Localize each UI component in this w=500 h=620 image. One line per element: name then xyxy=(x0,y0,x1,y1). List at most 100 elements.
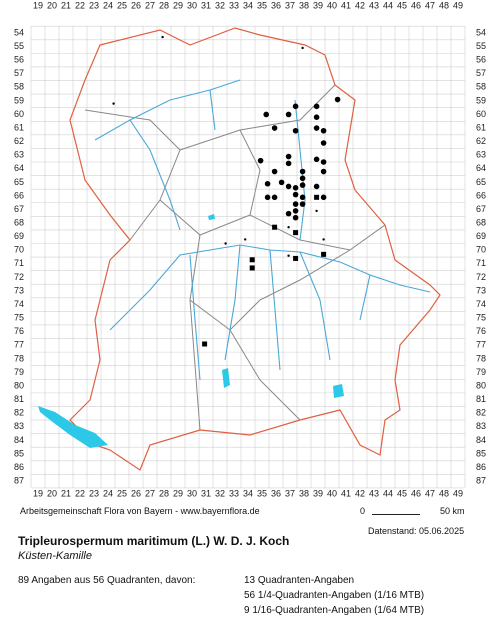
y-label-right: 65 xyxy=(476,177,486,187)
summary-quarter: 56 1/4-Quadranten-Angaben (1/16 MTB) xyxy=(244,590,425,601)
y-label-left: 80 xyxy=(14,380,24,390)
river xyxy=(94,79,431,381)
y-label-left: 70 xyxy=(14,245,24,255)
y-label-right: 66 xyxy=(476,190,486,200)
y-label-left: 77 xyxy=(14,340,24,350)
y-label-right: 58 xyxy=(476,82,486,92)
y-label-left: 63 xyxy=(14,150,24,160)
occurrence-circle xyxy=(313,183,320,190)
y-label-left: 87 xyxy=(14,476,24,486)
x-label-bottom: 35 xyxy=(257,488,267,498)
y-label-right: 57 xyxy=(476,68,486,78)
y-label-right: 85 xyxy=(476,448,486,458)
occurrence-square xyxy=(314,194,320,200)
y-label-right: 67 xyxy=(476,204,486,214)
y-label-left: 64 xyxy=(14,163,24,173)
x-label-top: 32 xyxy=(215,0,225,10)
y-label-left: 58 xyxy=(14,82,24,92)
summary-quadrants: 13 Quadranten-Angaben xyxy=(244,575,355,586)
occurrence-circle xyxy=(292,201,299,207)
x-label-bottom: 20 xyxy=(47,488,57,498)
occurrence-square xyxy=(249,257,255,263)
summary-sixteenth: 9 1/16-Quadranten-Angaben (1/64 MTB) xyxy=(244,605,425,616)
x-label-bottom: 22 xyxy=(75,488,85,498)
lake xyxy=(38,214,344,448)
occurrence-circle xyxy=(263,111,270,118)
x-label-bottom: 42 xyxy=(355,488,365,498)
y-label-left: 56 xyxy=(14,55,24,65)
x-label-bottom: 25 xyxy=(117,488,127,498)
x-label-bottom: 23 xyxy=(89,488,99,498)
y-label-right: 64 xyxy=(476,163,486,173)
x-label-top: 36 xyxy=(271,0,281,10)
y-label-right: 84 xyxy=(476,435,486,445)
summary-total: 89 Angaben aus 56 Quadranten, davon: xyxy=(18,575,196,586)
occurrence-square xyxy=(249,265,255,271)
y-label-left: 69 xyxy=(14,231,24,241)
x-label-top: 26 xyxy=(131,0,141,10)
occurrence-circle xyxy=(299,194,306,201)
occurrence-circle xyxy=(299,182,306,188)
y-label-right: 70 xyxy=(476,245,486,255)
occurrence-circle xyxy=(285,160,292,167)
occurrence-square xyxy=(293,230,299,236)
occurrence-dot xyxy=(161,35,164,39)
species-name: Tripleurospermum maritimum (L.) W. D. J.… xyxy=(18,534,290,548)
y-label-right: 73 xyxy=(476,285,486,295)
x-label-bottom: 45 xyxy=(397,488,407,498)
occurrence-square xyxy=(202,341,208,347)
scale-start: 0 xyxy=(360,506,366,516)
occurrence-circle xyxy=(271,125,278,131)
occurrence-circle xyxy=(264,180,271,187)
y-label-left: 73 xyxy=(14,285,24,295)
occurrence-circle xyxy=(292,208,299,214)
x-label-top: 27 xyxy=(145,0,155,10)
x-label-top: 30 xyxy=(187,0,197,10)
scale-bar xyxy=(372,514,420,515)
occurrence-circle xyxy=(292,214,299,221)
y-label-left: 79 xyxy=(14,367,24,377)
occurrence-circle xyxy=(278,179,285,186)
y-label-right: 56 xyxy=(476,55,486,65)
y-label-left: 75 xyxy=(14,313,24,323)
x-label-top: 20 xyxy=(47,0,57,10)
y-label-left: 61 xyxy=(14,122,24,132)
x-label-bottom: 34 xyxy=(243,488,253,498)
x-label-top: 25 xyxy=(117,0,127,10)
x-label-top: 39 xyxy=(313,0,323,10)
y-label-left: 65 xyxy=(14,177,24,187)
occurrence-square xyxy=(293,255,299,261)
y-label-left: 62 xyxy=(14,136,24,146)
y-label-right: 59 xyxy=(476,95,486,105)
occurrence-square xyxy=(321,251,327,257)
x-label-top: 31 xyxy=(201,0,211,10)
x-label-bottom: 30 xyxy=(187,488,197,498)
y-label-right: 74 xyxy=(476,299,486,309)
x-label-bottom: 37 xyxy=(285,488,295,498)
occurrence-circle xyxy=(264,194,271,201)
x-label-bottom: 19 xyxy=(33,488,43,498)
x-label-top: 41 xyxy=(341,0,351,10)
y-label-left: 85 xyxy=(14,448,24,458)
occurrence-circle xyxy=(292,185,299,191)
district-border xyxy=(84,84,386,431)
y-label-right: 76 xyxy=(476,326,486,336)
y-label-right: 77 xyxy=(476,340,486,350)
occurrence-circle xyxy=(285,210,292,217)
x-label-bottom: 40 xyxy=(327,488,337,498)
occurrence-dot xyxy=(244,238,247,241)
x-label-bottom: 29 xyxy=(173,488,183,498)
x-label-top: 35 xyxy=(257,0,267,10)
occurrence-circle xyxy=(299,201,306,207)
occurrence-circle xyxy=(285,183,292,190)
x-label-bottom: 43 xyxy=(369,488,379,498)
grid: 19 19 20 20 21 21 22 22 23 23 24 24 25 25 26 26 27 27 28 28… xyxy=(14,0,486,498)
y-label-right: 82 xyxy=(476,408,486,418)
x-label-bottom: 46 xyxy=(411,488,421,498)
occurrences xyxy=(112,35,341,347)
occurrence-dot xyxy=(224,242,227,245)
x-label-bottom: 32 xyxy=(215,488,225,498)
y-label-left: 84 xyxy=(14,435,24,445)
y-label-left: 71 xyxy=(14,258,24,268)
